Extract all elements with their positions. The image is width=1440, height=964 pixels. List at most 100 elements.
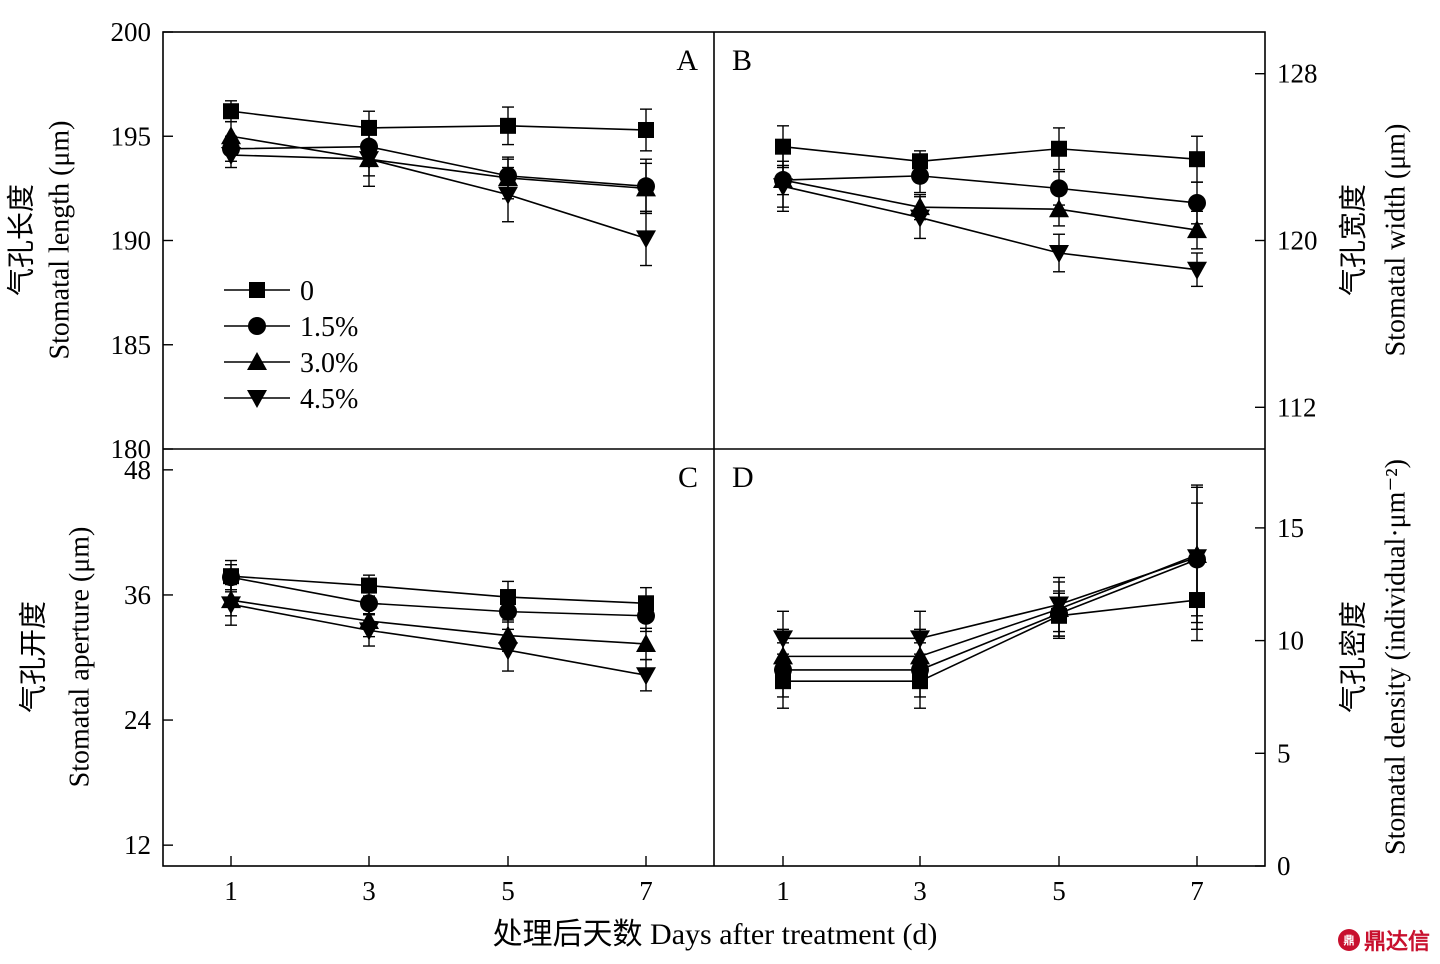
series-line-b-3: [782, 185, 1198, 271]
panel-c: C 12 24 36 48 1 3 5 7 气孔开度 Stomatal aperture (μm): [17, 455, 698, 906]
data-point-a-2: [636, 178, 656, 197]
x-tick-label-d: 1: [776, 876, 790, 906]
data-point-c-3: [498, 642, 518, 661]
data-point-d-3: [1187, 549, 1207, 568]
data-point-c-1: [222, 568, 240, 587]
y-tick-label-a: 195: [111, 121, 152, 151]
legend-entry: 3.0%: [300, 348, 358, 379]
data-point-a-3: [221, 147, 241, 166]
series-line-d-3: [783, 556, 1198, 640]
series-line-c-0: [230, 575, 647, 605]
series-line-b-0: [782, 145, 1198, 163]
legend-marker: [247, 390, 267, 408]
data-point-b-0: [775, 138, 791, 155]
data-point-b-1: [1188, 193, 1206, 212]
x-tick-label-c: 3: [362, 876, 376, 906]
data-point-c-3: [221, 596, 241, 615]
y-tick-label-a: 200: [111, 17, 152, 47]
data-point-a-2: [221, 126, 241, 145]
data-point-a-3: [359, 151, 379, 170]
x-tick-label-d: 5: [1052, 876, 1066, 906]
panel-label-b: B: [732, 44, 752, 77]
panels-layer: A 180 185 190 195 200 气孔长度 Stomatal length (μm)…: [5, 17, 1411, 906]
series-line-c-2: [230, 599, 647, 645]
y-tick-label-a: 190: [111, 226, 152, 256]
panel-b: B 112 120 128 气孔宽度 Stomatal width (μm): [732, 44, 1411, 422]
y-axis-title-cn-a: 气孔长度: [5, 184, 37, 296]
series-line-d-2: [783, 554, 1198, 658]
series-line-d-1: [783, 558, 1198, 671]
series-line-b-1: [782, 175, 1198, 204]
legend: 0 1.5% 3.0% 4.5%: [224, 276, 358, 415]
x-tick-label-d: 3: [913, 876, 927, 906]
y-axis-title-en-a: Stomatal length (μm): [44, 121, 75, 360]
series-line-b-2: [782, 179, 1198, 231]
legend-entry: 4.5%: [300, 384, 358, 415]
y-axis-title-en-d: Stomatal density (individual·μm⁻²): [1380, 459, 1411, 855]
data-point-c-3: [359, 622, 379, 641]
data-point-b-0: [1189, 151, 1205, 168]
data-point-c-1: [499, 602, 517, 621]
y-tick-label-d: 10: [1277, 626, 1304, 656]
data-point-b-3: [1187, 261, 1207, 280]
y-tick-label-c: 24: [124, 705, 152, 735]
series-line-a-0: [230, 110, 647, 131]
y-tick-label-c: 36: [124, 580, 151, 610]
data-point-b-3: [1049, 245, 1069, 264]
data-point-b-0: [1051, 140, 1067, 157]
data-point-a-3: [498, 186, 518, 205]
panel-a: A 180 185 190 195 200 气孔长度 Stomatal length (μm): [5, 17, 698, 464]
y-tick-label-a: 185: [111, 330, 152, 360]
data-point-c-3: [636, 667, 656, 686]
watermark-text: 鼎达信: [1363, 930, 1430, 955]
series-line-c-1: [230, 576, 647, 617]
legend-marker: [247, 352, 267, 370]
y-tick-label-b: 128: [1277, 59, 1318, 89]
x-tick-label-c: 7: [639, 876, 653, 906]
data-point-d-3: [1049, 596, 1069, 615]
x-axis-title: 处理后天数 Days after treatment (d): [493, 918, 938, 951]
watermark-logo-icon: 鼎: [1337, 929, 1360, 951]
y-tick-label-c: 48: [124, 455, 151, 485]
y-axis-title-cn-d: 气孔密度: [1337, 601, 1369, 713]
data-point-c-1: [360, 594, 378, 613]
series-line-a-1: [230, 145, 647, 188]
y-axis-title-en-c: Stomatal aperture (μm): [64, 527, 95, 788]
data-point-a-0: [638, 121, 654, 138]
legend-marker: [248, 317, 266, 335]
x-tick-label-d: 7: [1190, 876, 1204, 906]
panel-label-d: D: [732, 461, 754, 494]
y-axis-title-cn-c: 气孔开度: [17, 601, 49, 713]
y-tick-label-d: 15: [1277, 513, 1304, 543]
y-tick-label-a: 180: [111, 434, 152, 464]
panel-label-c: C: [678, 461, 698, 494]
data-point-b-2: [1187, 220, 1207, 239]
legend-marker: [249, 282, 265, 298]
series-line-a-3: [230, 154, 647, 240]
y-tick-label-b: 120: [1277, 226, 1318, 256]
data-point-b-3: [910, 209, 930, 228]
panel-d: D 0 5 10 15 1 3 5 7 气孔密度 Stomatal density (individ…: [732, 459, 1411, 906]
y-tick-label-c: 12: [124, 830, 151, 860]
data-point-b-3: [773, 178, 793, 197]
x-tick-label-c: 5: [501, 876, 515, 906]
watermark: 鼎 鼎达信: [1337, 924, 1430, 956]
y-tick-label-d: 0: [1277, 851, 1291, 881]
y-axis-title-en-b: Stomatal width (μm): [1380, 124, 1411, 357]
data-point-d-3: [773, 630, 793, 649]
y-tick-label-d: 5: [1277, 738, 1291, 768]
x-tick-label-c: 1: [224, 876, 238, 906]
data-point-c-2: [636, 633, 656, 652]
legend-entry: 1.5%: [300, 312, 358, 343]
series-line-a-2: [230, 135, 647, 190]
data-point-b-1: [911, 166, 929, 185]
y-axis-title-cn-b: 气孔宽度: [1337, 184, 1369, 296]
data-point-a-0: [500, 117, 516, 134]
data-point-a-3: [636, 230, 656, 249]
data-point-b-2: [1049, 199, 1069, 218]
series-line-d-0: [783, 599, 1198, 682]
y-tick-label-b: 112: [1277, 392, 1317, 422]
data-point-a-0: [223, 103, 239, 120]
data-point-c-0: [361, 577, 377, 594]
